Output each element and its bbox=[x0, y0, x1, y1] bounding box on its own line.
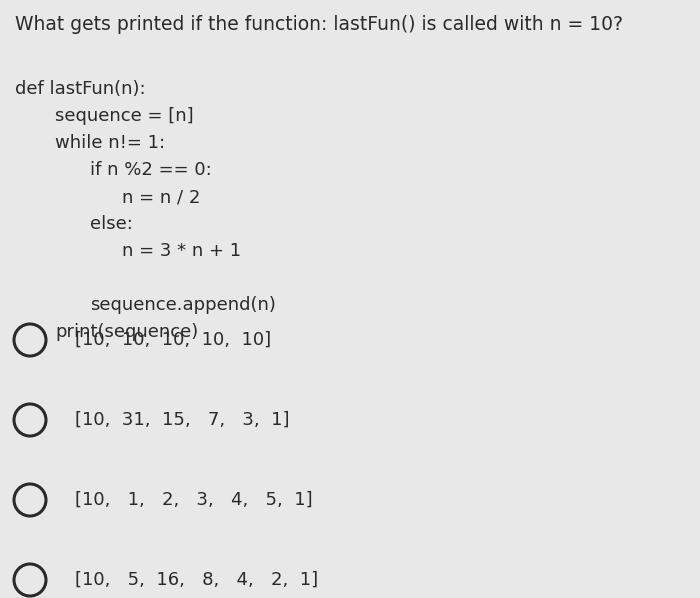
Text: What gets printed if the function: lastFun() is called with n = 10?: What gets printed if the function: lastF… bbox=[15, 15, 623, 34]
Text: n = n / 2: n = n / 2 bbox=[122, 188, 200, 206]
Text: [10,   1,   2,   3,   4,   5,  1]: [10, 1, 2, 3, 4, 5, 1] bbox=[75, 491, 313, 509]
Text: [10,  10,  10,  10,  10]: [10, 10, 10, 10, 10] bbox=[75, 331, 271, 349]
Text: sequence.append(n): sequence.append(n) bbox=[90, 296, 276, 314]
Text: sequence = [n]: sequence = [n] bbox=[55, 107, 194, 125]
Text: while n!= 1:: while n!= 1: bbox=[55, 134, 165, 152]
Text: print(sequence): print(sequence) bbox=[55, 323, 198, 341]
Text: def lastFun(n):: def lastFun(n): bbox=[15, 80, 146, 98]
Text: if n %2 == 0:: if n %2 == 0: bbox=[90, 161, 211, 179]
Text: n = 3 * n + 1: n = 3 * n + 1 bbox=[122, 242, 241, 260]
Text: [10,  31,  15,   7,   3,  1]: [10, 31, 15, 7, 3, 1] bbox=[75, 411, 290, 429]
Text: else:: else: bbox=[90, 215, 133, 233]
Text: [10,   5,  16,   8,   4,   2,  1]: [10, 5, 16, 8, 4, 2, 1] bbox=[75, 571, 318, 589]
